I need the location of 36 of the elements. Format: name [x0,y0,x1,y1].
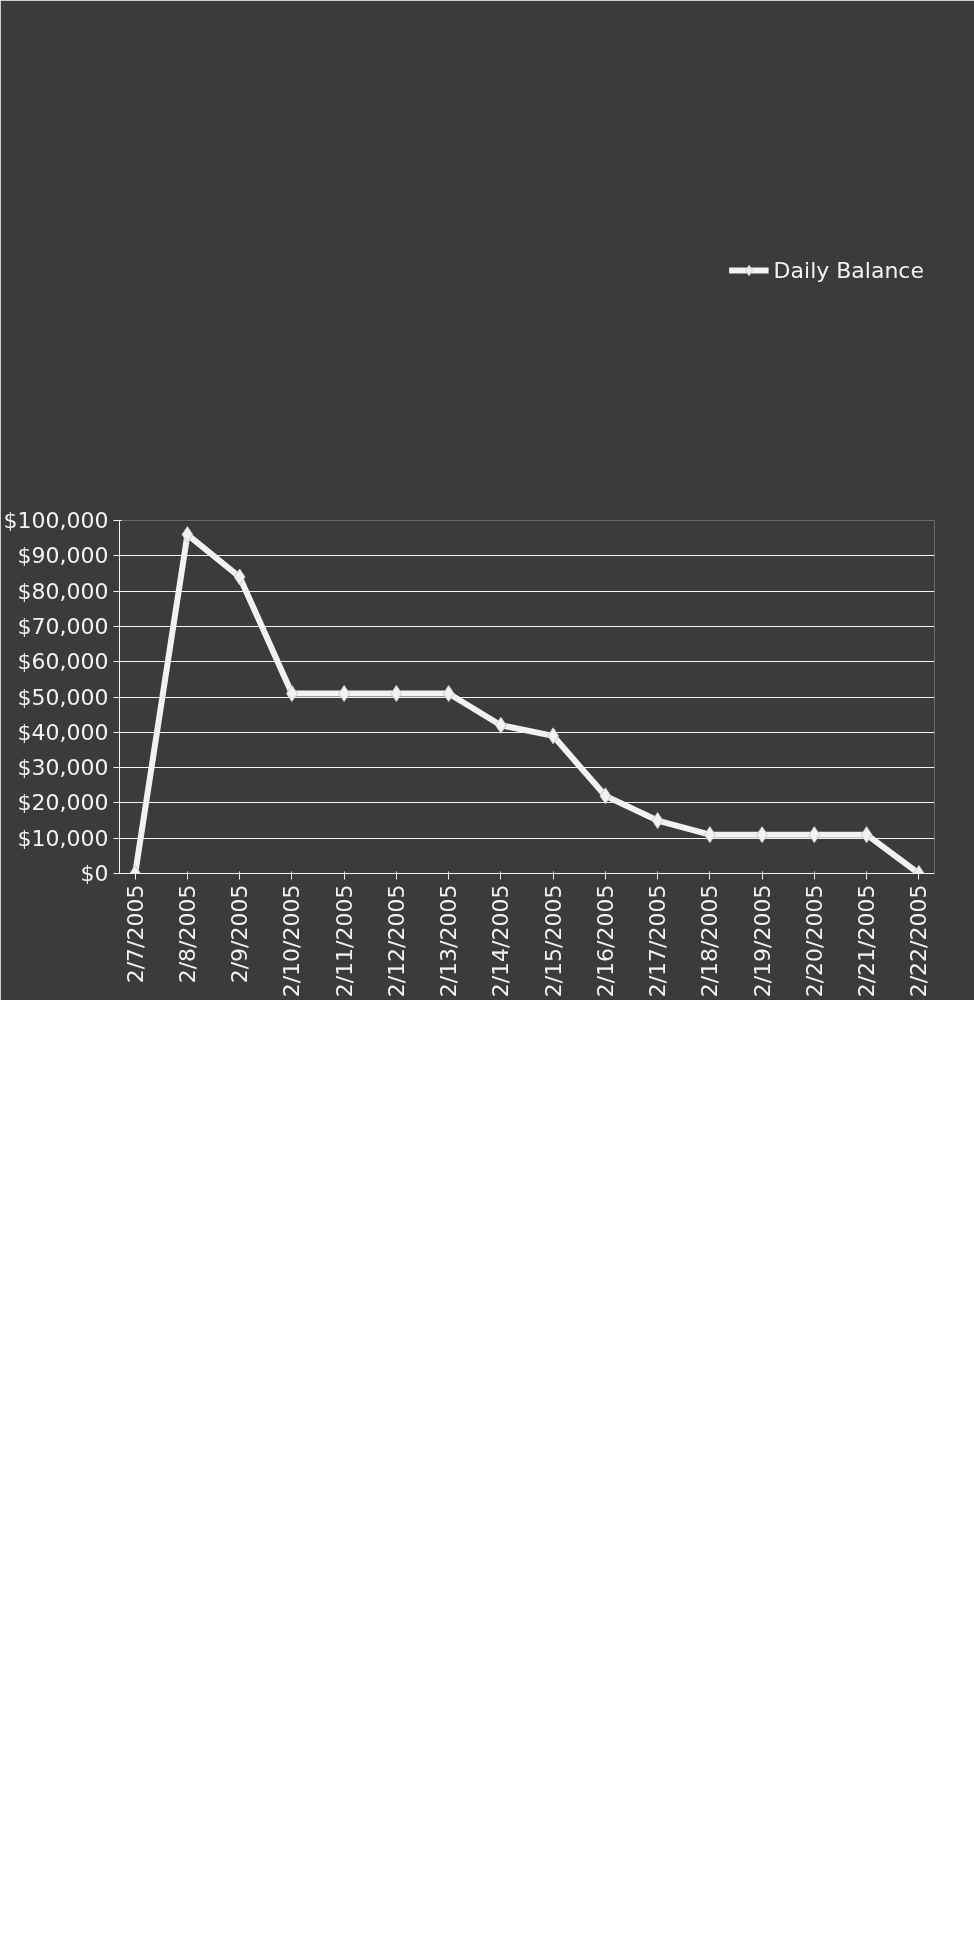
y-tick-label: $0 [80,861,109,886]
y-tick-label: $30,000 [17,755,109,781]
y-tick-label: $20,000 [17,790,109,816]
point [233,568,246,586]
x-tick-label: 2/16/2005 [592,884,618,998]
legend-label: Daily Balance [773,257,924,283]
point [651,812,664,830]
x-tick-label: 2/17/2005 [645,884,671,998]
point [860,826,873,844]
y-tick-label: $100,000 [3,508,109,533]
point [442,684,455,702]
x-tick-label: 2/21/2005 [854,884,880,998]
x-tick-label: 2/10/2005 [279,884,305,998]
y-tick-label: $40,000 [17,719,109,745]
x-tick-label: 2/13/2005 [436,884,462,998]
x-tick-label: 2/9/2005 [227,884,253,984]
y-tick-label: $70,000 [17,613,109,639]
x-tick-label: 2/14/2005 [488,884,514,998]
x-tick-label: 2/22/2005 [906,884,932,998]
point [599,787,612,805]
x-tick-label: 2/7/2005 [122,884,148,984]
x-tick-label: 2/8/2005 [174,884,200,984]
x-tick-label: 2/15/2005 [540,884,566,998]
x-tick-label: 2/18/2005 [697,884,723,998]
point [390,684,403,702]
y-tick-label: $50,000 [17,684,109,710]
y-tick-label: $10,000 [17,825,109,851]
x-tick-label: 2/11/2005 [331,884,357,998]
y-tick-label: $60,000 [17,649,109,675]
point [808,826,821,844]
point [181,526,194,544]
x-tick-label: 2/20/2005 [801,884,827,998]
y-tick-label: $90,000 [17,543,109,569]
y-tick-label: $80,000 [17,578,109,604]
x-tick-label: 2/12/2005 [383,884,409,998]
x-tick-label: 2/19/2005 [749,884,775,998]
